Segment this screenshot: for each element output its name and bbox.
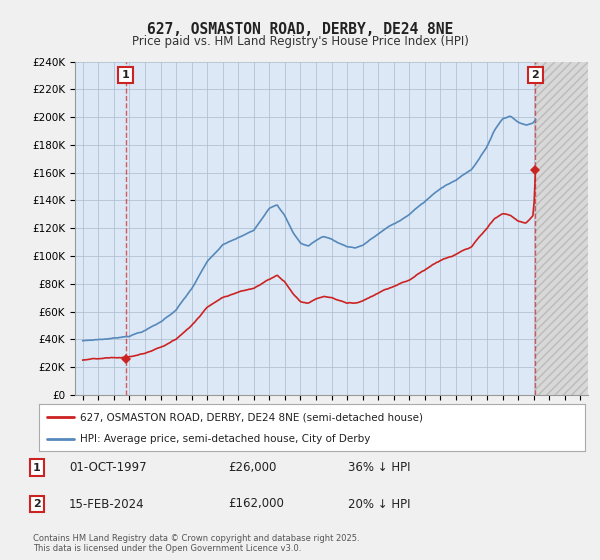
Text: 1: 1 bbox=[33, 463, 41, 473]
Text: 20% ↓ HPI: 20% ↓ HPI bbox=[348, 497, 410, 511]
Text: 627, OSMASTON ROAD, DERBY, DE24 8NE (semi-detached house): 627, OSMASTON ROAD, DERBY, DE24 8NE (sem… bbox=[80, 412, 423, 422]
Text: 1: 1 bbox=[122, 70, 130, 80]
Text: 15-FEB-2024: 15-FEB-2024 bbox=[69, 497, 145, 511]
Text: £26,000: £26,000 bbox=[228, 461, 277, 474]
Text: 2: 2 bbox=[33, 499, 41, 509]
Text: £162,000: £162,000 bbox=[228, 497, 284, 511]
Bar bbox=[535, 62, 588, 395]
Text: 627, OSMASTON ROAD, DERBY, DE24 8NE: 627, OSMASTON ROAD, DERBY, DE24 8NE bbox=[147, 22, 453, 38]
Text: HPI: Average price, semi-detached house, City of Derby: HPI: Average price, semi-detached house,… bbox=[80, 434, 370, 444]
Text: 01-OCT-1997: 01-OCT-1997 bbox=[69, 461, 146, 474]
Text: Contains HM Land Registry data © Crown copyright and database right 2025.
This d: Contains HM Land Registry data © Crown c… bbox=[33, 534, 359, 553]
Text: 36% ↓ HPI: 36% ↓ HPI bbox=[348, 461, 410, 474]
Text: Price paid vs. HM Land Registry's House Price Index (HPI): Price paid vs. HM Land Registry's House … bbox=[131, 35, 469, 48]
Text: 2: 2 bbox=[532, 70, 539, 80]
